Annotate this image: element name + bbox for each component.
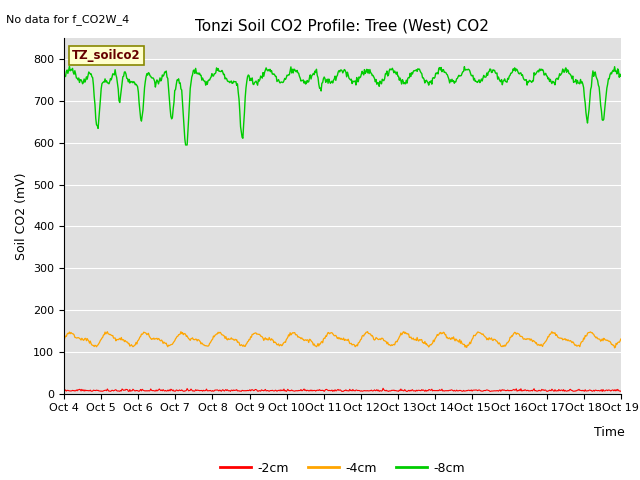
Y-axis label: Soil CO2 (mV): Soil CO2 (mV) <box>15 172 28 260</box>
Legend: -2cm, -4cm, -8cm: -2cm, -4cm, -8cm <box>215 456 470 480</box>
X-axis label: Time: Time <box>595 426 625 439</box>
Text: No data for f_CO2W_4: No data for f_CO2W_4 <box>6 14 130 25</box>
Text: TZ_soilco2: TZ_soilco2 <box>72 49 141 62</box>
Title: Tonzi Soil CO2 Profile: Tree (West) CO2: Tonzi Soil CO2 Profile: Tree (West) CO2 <box>195 18 490 33</box>
